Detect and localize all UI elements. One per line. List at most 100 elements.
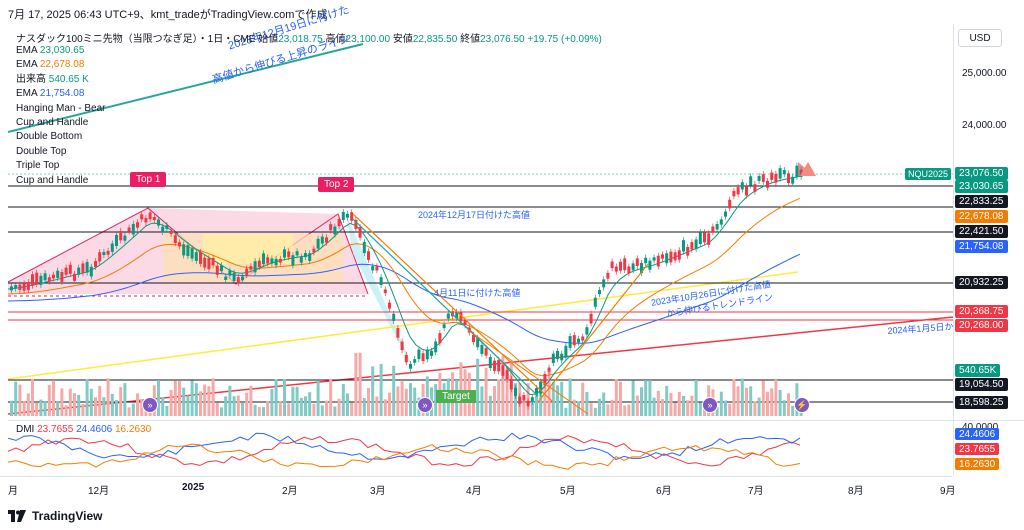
candle-body xyxy=(438,333,442,344)
candle-body xyxy=(169,230,173,235)
volume-bar xyxy=(68,388,72,416)
volume-bar xyxy=(761,380,765,416)
volume-bar xyxy=(644,380,648,416)
plus-di-value: 24.4606 xyxy=(76,424,113,435)
volume-bar xyxy=(560,381,564,416)
candle-body xyxy=(94,261,97,268)
price-tag: 20,368.75 xyxy=(955,305,1008,318)
time-axis[interactable] xyxy=(0,476,953,498)
price-axis[interactable] xyxy=(953,24,1024,420)
candle-body xyxy=(249,266,253,270)
legend-row[interactable]: Hanging Man - Bear xyxy=(16,102,106,116)
volume-bar xyxy=(10,400,13,416)
candle-body xyxy=(560,353,564,361)
adx-line xyxy=(7,435,801,467)
candle-body xyxy=(388,302,391,309)
candle-body xyxy=(140,214,144,220)
volume-bar xyxy=(127,407,131,416)
legend-row-name: EMA xyxy=(16,45,40,56)
event-icon-1[interactable]: » xyxy=(142,397,158,413)
dmi-pane[interactable] xyxy=(7,420,953,476)
candle-body xyxy=(396,328,400,338)
candle-body xyxy=(488,356,492,369)
symbol-title[interactable]: ナスダック100ミニ先物（当限つなぎ足）・1日・CME xyxy=(16,34,256,45)
time-label: 2月 xyxy=(282,486,298,497)
footer-brand: TradingView xyxy=(32,509,103,523)
price-chart-pane[interactable] xyxy=(7,24,954,420)
event-icon-3[interactable]: » xyxy=(702,397,718,413)
dmi-axis-top: 40.0000 xyxy=(962,422,998,433)
candle-body xyxy=(232,272,236,282)
currency-selector[interactable]: USD xyxy=(958,29,1002,47)
candle-body xyxy=(749,176,753,186)
candle-body xyxy=(199,252,202,264)
candle-body xyxy=(501,365,505,376)
volume-bar xyxy=(266,401,270,416)
legend-row[interactable]: Triple Top xyxy=(16,159,106,173)
legend-row-name: Cup and Handle xyxy=(16,174,89,186)
candle-body xyxy=(425,349,429,360)
legend-row-name: EMA xyxy=(16,59,40,71)
candle-body xyxy=(682,240,685,252)
legend-row[interactable]: Cup and Handle xyxy=(16,174,106,188)
volume-bar xyxy=(47,384,51,416)
legend-row-name: Triple Top xyxy=(16,160,60,172)
volume-bar xyxy=(547,369,551,416)
symbol-price-tag: NQU2025 xyxy=(905,168,952,180)
ema-long-line xyxy=(7,253,801,344)
volume-bar xyxy=(18,384,22,416)
volume-bars xyxy=(10,352,803,416)
double-top-outline xyxy=(7,207,369,295)
legend-row[interactable]: Cup and Handle xyxy=(16,116,106,130)
candle-body xyxy=(186,245,190,257)
volume-bar xyxy=(703,407,706,416)
candle-body xyxy=(287,251,291,258)
volume-bar xyxy=(669,392,673,416)
volume-bar xyxy=(115,400,118,416)
dmi-legend[interactable]: DMI 23.7655 24.4606 16.2630 xyxy=(16,424,151,435)
volume-bar xyxy=(262,407,265,416)
candle-body xyxy=(10,286,13,291)
volume-bar xyxy=(400,381,404,416)
candle-body xyxy=(295,251,299,256)
candle-body xyxy=(753,184,757,192)
volume-bar xyxy=(291,386,295,416)
candle-body xyxy=(661,254,664,259)
candle-body xyxy=(304,253,307,258)
candle-body xyxy=(442,324,446,329)
candle-body xyxy=(203,257,207,268)
candle-body xyxy=(316,238,320,249)
volume-bar xyxy=(77,394,81,416)
event-icon-2[interactable]: » xyxy=(417,397,433,413)
event-icon-4[interactable]: ⚡ xyxy=(794,397,810,413)
volume-bar xyxy=(392,365,396,416)
volume-bar xyxy=(568,378,572,416)
volume-bar xyxy=(493,386,496,416)
price-chart-canvas[interactable] xyxy=(7,24,954,420)
legend-row[interactable]: EMA 22,678.08 xyxy=(16,58,106,72)
legend-row[interactable]: EMA 23,030.65 xyxy=(16,44,106,58)
volume-bar xyxy=(724,400,727,416)
legend-row[interactable]: EMA 21,754.08 xyxy=(16,87,106,101)
candle-body xyxy=(341,211,345,220)
candle-body xyxy=(635,258,639,266)
legend-row[interactable]: Double Bottom xyxy=(16,130,106,144)
candle-body xyxy=(614,266,618,272)
symbol-legend[interactable]: ナスダック100ミニ先物（当限つなぎ足）・1日・CME 始値23,018.75 … xyxy=(16,30,602,45)
ema-mid-line xyxy=(7,197,801,377)
candle-body xyxy=(757,175,761,181)
volume-bar xyxy=(677,391,681,416)
candle-body xyxy=(102,251,106,255)
candle-body xyxy=(715,224,719,230)
price-tag: 19,054.50 xyxy=(955,378,1008,391)
candle-body xyxy=(18,284,22,291)
volume-bar xyxy=(577,401,580,416)
candle-body xyxy=(556,350,559,360)
legend-row[interactable]: Double Top xyxy=(16,145,106,159)
volume-bar xyxy=(425,376,429,416)
fan-line-orange-1 xyxy=(352,213,554,403)
candle-body xyxy=(266,257,270,264)
candle-body xyxy=(640,262,643,274)
candle-body xyxy=(602,279,606,288)
legend-row[interactable]: 出来高 540.65 K xyxy=(16,73,106,87)
